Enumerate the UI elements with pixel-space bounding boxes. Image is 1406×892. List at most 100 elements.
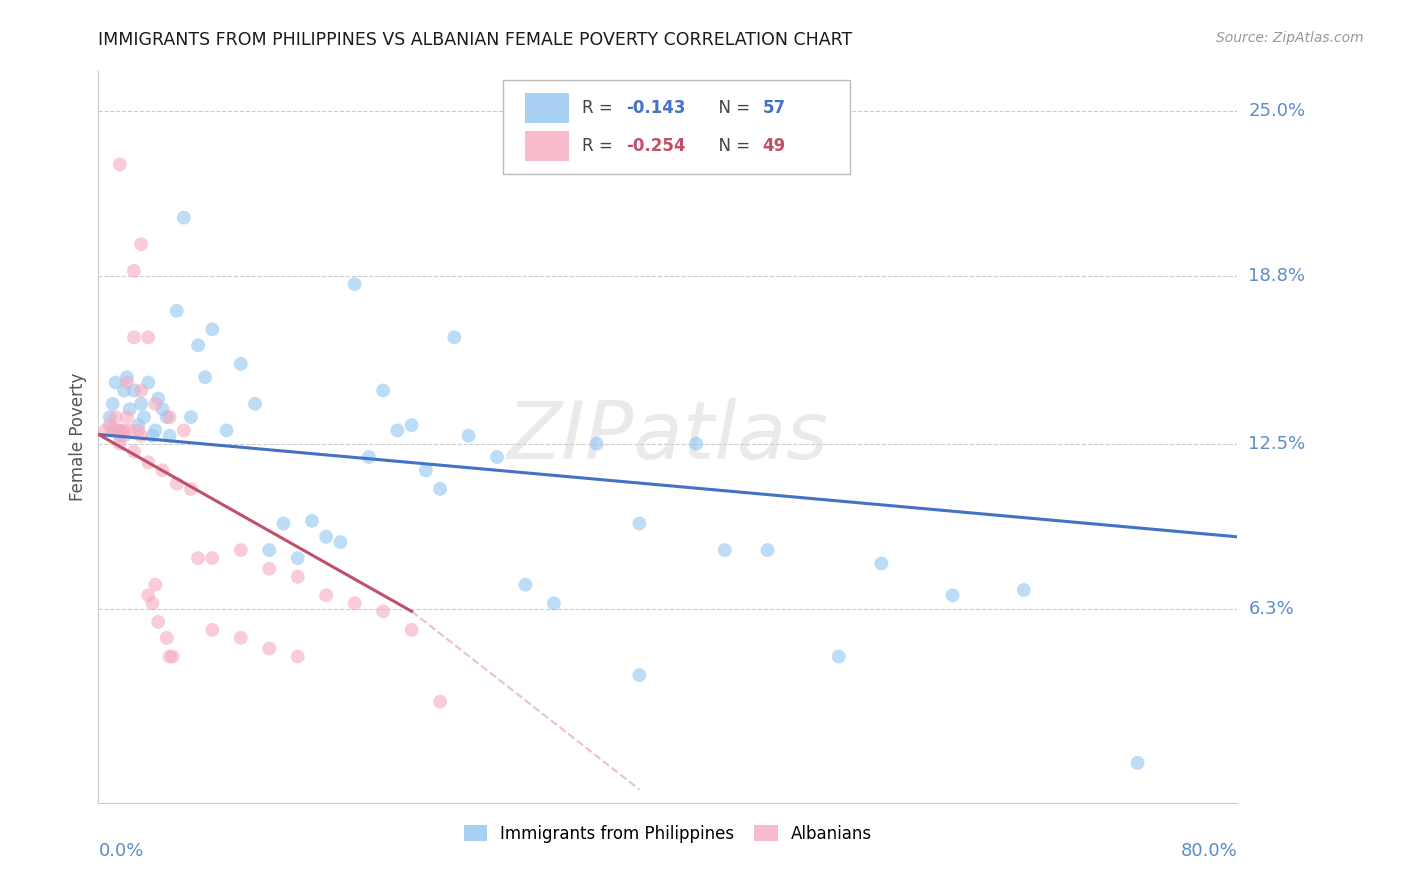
Point — [108, 424, 131, 438]
Point — [118, 424, 141, 438]
Point — [148, 392, 170, 406]
Point — [104, 410, 127, 425]
Point — [108, 429, 131, 443]
Point — [401, 623, 423, 637]
Point — [259, 562, 281, 576]
Point — [94, 424, 117, 438]
Point — [104, 376, 127, 390]
Point — [159, 410, 181, 425]
Point — [287, 649, 309, 664]
Point — [152, 402, 174, 417]
Point — [486, 450, 509, 464]
Point — [159, 429, 181, 443]
Text: R =: R = — [582, 137, 619, 155]
Point — [201, 322, 224, 336]
Point — [101, 424, 124, 438]
Text: 6.3%: 6.3% — [1249, 599, 1294, 617]
Point — [180, 482, 202, 496]
Point — [259, 543, 281, 558]
Point — [457, 429, 479, 443]
Point — [136, 455, 159, 469]
Text: ZIPatlas: ZIPatlas — [506, 398, 830, 476]
FancyBboxPatch shape — [526, 94, 569, 122]
Point — [115, 376, 138, 390]
Point — [585, 436, 607, 450]
Point — [387, 424, 409, 438]
Text: 0.0%: 0.0% — [98, 842, 143, 860]
Point — [315, 530, 337, 544]
Text: R =: R = — [582, 99, 619, 117]
Point — [136, 330, 159, 344]
Point — [156, 631, 179, 645]
Text: 25.0%: 25.0% — [1249, 103, 1306, 120]
Point — [166, 303, 188, 318]
Point — [429, 695, 451, 709]
Point — [98, 418, 121, 433]
Text: 80.0%: 80.0% — [1181, 842, 1237, 860]
Point — [828, 649, 851, 664]
Point — [108, 157, 131, 171]
Point — [173, 211, 195, 225]
Text: N =: N = — [707, 137, 755, 155]
Point — [145, 397, 167, 411]
Point — [148, 615, 170, 629]
Point — [373, 604, 395, 618]
Point — [229, 543, 252, 558]
Point — [127, 424, 149, 438]
Point — [122, 264, 145, 278]
Text: -0.143: -0.143 — [626, 99, 685, 117]
Point — [357, 450, 380, 464]
Point — [685, 436, 707, 450]
Point — [173, 424, 195, 438]
Point — [129, 237, 152, 252]
Point — [187, 551, 209, 566]
Point — [112, 384, 135, 398]
Point — [1126, 756, 1149, 770]
Text: N =: N = — [707, 99, 755, 117]
Point — [714, 543, 737, 558]
Point — [343, 277, 366, 292]
Point — [259, 641, 281, 656]
Point — [942, 588, 965, 602]
Point — [145, 424, 167, 438]
Point — [162, 649, 184, 664]
Point — [129, 384, 152, 398]
Point — [145, 577, 167, 591]
Point — [373, 384, 395, 398]
Point — [515, 577, 537, 591]
Point — [628, 668, 651, 682]
Point — [756, 543, 779, 558]
Text: 18.8%: 18.8% — [1249, 268, 1305, 285]
Point — [287, 551, 309, 566]
Point — [118, 402, 141, 417]
Point — [141, 596, 163, 610]
Point — [443, 330, 465, 344]
Point — [136, 376, 159, 390]
Point — [201, 623, 224, 637]
Point — [108, 424, 131, 438]
Point — [1012, 582, 1035, 597]
Point — [401, 418, 423, 433]
Point — [101, 397, 124, 411]
Point — [243, 397, 266, 411]
Point — [343, 596, 366, 610]
Legend: Immigrants from Philippines, Albanians: Immigrants from Philippines, Albanians — [457, 818, 879, 849]
Point — [415, 463, 437, 477]
Point — [115, 410, 138, 425]
Point — [329, 535, 352, 549]
Point — [129, 397, 152, 411]
Point — [141, 429, 163, 443]
Point — [543, 596, 565, 610]
Point — [152, 463, 174, 477]
Point — [122, 330, 145, 344]
Point — [129, 429, 152, 443]
Point — [98, 410, 121, 425]
Point — [273, 516, 295, 531]
Point — [115, 370, 138, 384]
Text: -0.254: -0.254 — [626, 137, 685, 155]
Text: 57: 57 — [762, 99, 786, 117]
Text: 49: 49 — [762, 137, 786, 155]
Point — [201, 551, 224, 566]
Point — [112, 424, 135, 438]
Point — [127, 418, 149, 433]
